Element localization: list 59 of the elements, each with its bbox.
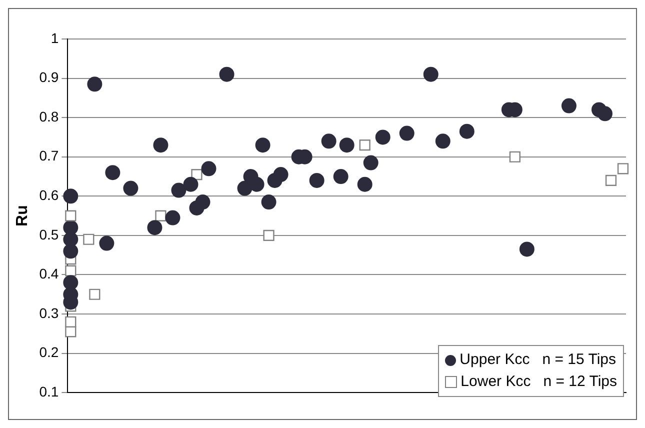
y-tick-label: 0.3 [39,304,59,321]
point [333,169,348,184]
point [65,326,76,338]
y-tick-label: 0.5 [39,226,59,242]
point [363,155,378,170]
point [561,98,576,114]
y-tick-label: 0.8 [39,108,59,124]
point [309,172,324,188]
point [183,176,198,192]
point [195,194,210,210]
point [105,165,120,180]
point [509,151,520,162]
y-tick-label: 0.6 [39,187,59,204]
y-tick-label: 0.7 [39,148,59,164]
point [147,220,162,236]
point [321,134,336,149]
point [435,134,450,149]
legend-label: Upper Kcc n = 15 Tips [460,350,616,370]
point [65,210,76,222]
point [399,126,414,141]
legend-label: Lower Kcc n = 12 Tips [460,372,617,392]
point [357,176,372,192]
point [65,316,76,328]
point [263,230,274,241]
point [87,76,102,92]
point [63,188,78,204]
point [165,210,180,226]
point [63,220,78,236]
point [155,210,166,222]
point [83,234,94,245]
point [359,140,370,151]
point [123,180,138,196]
point [605,174,617,186]
point [459,124,474,139]
point [249,176,264,192]
point [89,288,100,300]
y-tick-label: 1 [50,30,59,46]
point [191,168,202,180]
y-tick-label: 0.9 [39,69,59,86]
point [519,242,534,257]
point [201,161,216,176]
point [99,236,114,251]
point [255,138,270,153]
y-tick-label: 0.4 [39,266,59,282]
point [153,138,168,153]
point [171,182,186,198]
point [617,163,629,174]
point [65,265,76,276]
point [63,275,78,290]
y-tick-label: 0.2 [39,344,59,360]
point [375,130,390,145]
point [261,194,276,210]
point [219,66,234,82]
point [423,66,438,82]
point [273,167,288,182]
y-axis-title: Ru [14,205,32,226]
point [597,106,612,122]
y-tick-label: 0.1 [39,383,59,400]
point [339,138,354,153]
